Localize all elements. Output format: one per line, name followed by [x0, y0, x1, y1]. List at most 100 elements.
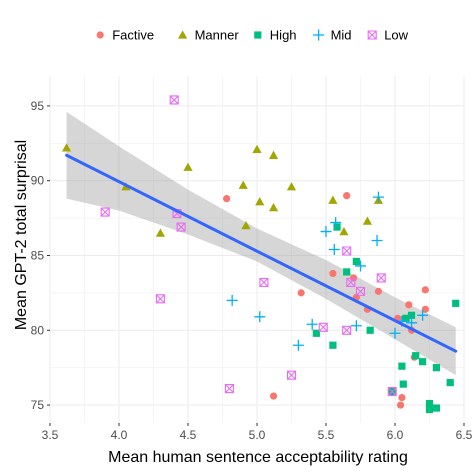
point-manner: [155, 228, 165, 237]
x-tick-label: 3.5: [42, 428, 59, 442]
x-axis-ticks: 3.5 4.0 4.5 5.0 5.5 6.0 6.5: [42, 423, 473, 442]
y-axis-title: Mean GPT-2 total surprisal: [13, 140, 30, 330]
point-high: [366, 326, 374, 334]
point-manner: [183, 162, 193, 171]
x-axis-title: Mean human sentence acceptability rating: [108, 449, 408, 466]
point-mid: [372, 191, 384, 203]
point-factive: [374, 287, 383, 295]
x-tick-label: 5.0: [249, 428, 266, 442]
legend-key-manner: [178, 30, 188, 39]
point-high: [419, 358, 427, 366]
point-low: [342, 246, 352, 256]
point-low: [342, 325, 352, 335]
confidence-band-area: [66, 111, 456, 376]
point-high: [343, 268, 351, 276]
point-factive: [269, 392, 278, 400]
grid-lines: [49, 76, 465, 423]
point-low: [286, 370, 297, 380]
x-tick-label: 4.5: [180, 428, 197, 442]
point-factive: [421, 286, 429, 294]
legend-key-low: [367, 30, 377, 40]
y-tick-label: 90: [31, 174, 45, 188]
legend-label-mid: Mid: [331, 28, 352, 43]
point-manner: [339, 226, 349, 236]
point-mid: [328, 244, 340, 255]
point-high: [446, 379, 454, 387]
point-manner: [61, 143, 72, 152]
confidence-band: [66, 111, 456, 376]
point-low: [387, 387, 397, 397]
x-tick-label: 5.5: [318, 428, 335, 442]
legend-key-mid: [313, 29, 325, 41]
point-high: [432, 364, 440, 372]
point-high: [425, 405, 434, 414]
point-high: [312, 329, 320, 337]
point-manner: [268, 150, 279, 159]
legend-key-high: [254, 31, 262, 39]
point-high: [333, 223, 341, 231]
point-factive: [297, 289, 305, 297]
point-mid: [254, 311, 266, 323]
point-manner: [286, 182, 297, 191]
point-manner: [268, 203, 279, 212]
point-manner: [252, 144, 262, 153]
point-manner: [255, 197, 265, 206]
regression-line-path: [65, 153, 458, 353]
point-high: [352, 257, 360, 266]
point-factive: [343, 192, 351, 200]
point-high: [407, 311, 416, 319]
point-manner: [328, 195, 338, 204]
point-mid: [406, 317, 418, 329]
x-tick-label: 6.5: [456, 428, 473, 442]
point-high: [412, 352, 420, 360]
point-high: [432, 404, 440, 412]
legend: Factive Manner High Mid Low: [96, 28, 409, 43]
point-mid: [350, 320, 362, 332]
point-mid: [320, 226, 332, 238]
legend-label-high: High: [270, 28, 297, 43]
point-manner: [362, 216, 372, 225]
point-factive: [329, 269, 337, 278]
point-factive: [223, 195, 231, 203]
point-manner: [241, 220, 251, 230]
legend-label-manner: Manner: [195, 28, 240, 43]
point-high: [402, 314, 410, 322]
y-tick-label: 85: [31, 248, 45, 262]
legend-label-low: Low: [384, 28, 408, 43]
point-factive: [405, 301, 413, 309]
point-high: [329, 341, 337, 349]
point-factive: [421, 305, 429, 313]
point-mid: [306, 318, 318, 330]
y-tick-label: 95: [31, 99, 45, 113]
point-high: [425, 399, 434, 408]
legend-key-factive: [96, 31, 104, 39]
point-mid: [330, 217, 342, 229]
data-points: [61, 95, 460, 414]
plot-panel: [49, 76, 465, 423]
x-tick-label: 6.0: [387, 428, 404, 442]
point-low: [169, 95, 179, 105]
point-low: [355, 286, 366, 296]
legend-label-factive: Factive: [112, 28, 154, 43]
point-factive: [398, 393, 406, 402]
y-axis-ticks: 75 80 85 90 95: [31, 99, 50, 412]
point-manner: [238, 180, 248, 189]
point-mid: [371, 235, 383, 247]
point-low: [100, 207, 110, 217]
y-tick-label: 80: [31, 323, 45, 337]
x-tick-label: 4.0: [111, 428, 128, 442]
point-low: [376, 273, 386, 283]
point-high: [398, 362, 406, 370]
point-low: [155, 294, 165, 304]
point-mid: [417, 309, 429, 321]
point-factive: [396, 401, 405, 409]
point-low: [176, 222, 186, 232]
point-mid: [292, 339, 304, 351]
point-low: [224, 384, 234, 394]
point-mid: [226, 294, 238, 306]
point-low: [346, 277, 356, 287]
point-mid: [389, 327, 401, 339]
regression-line: [65, 153, 458, 353]
point-low: [259, 277, 269, 287]
